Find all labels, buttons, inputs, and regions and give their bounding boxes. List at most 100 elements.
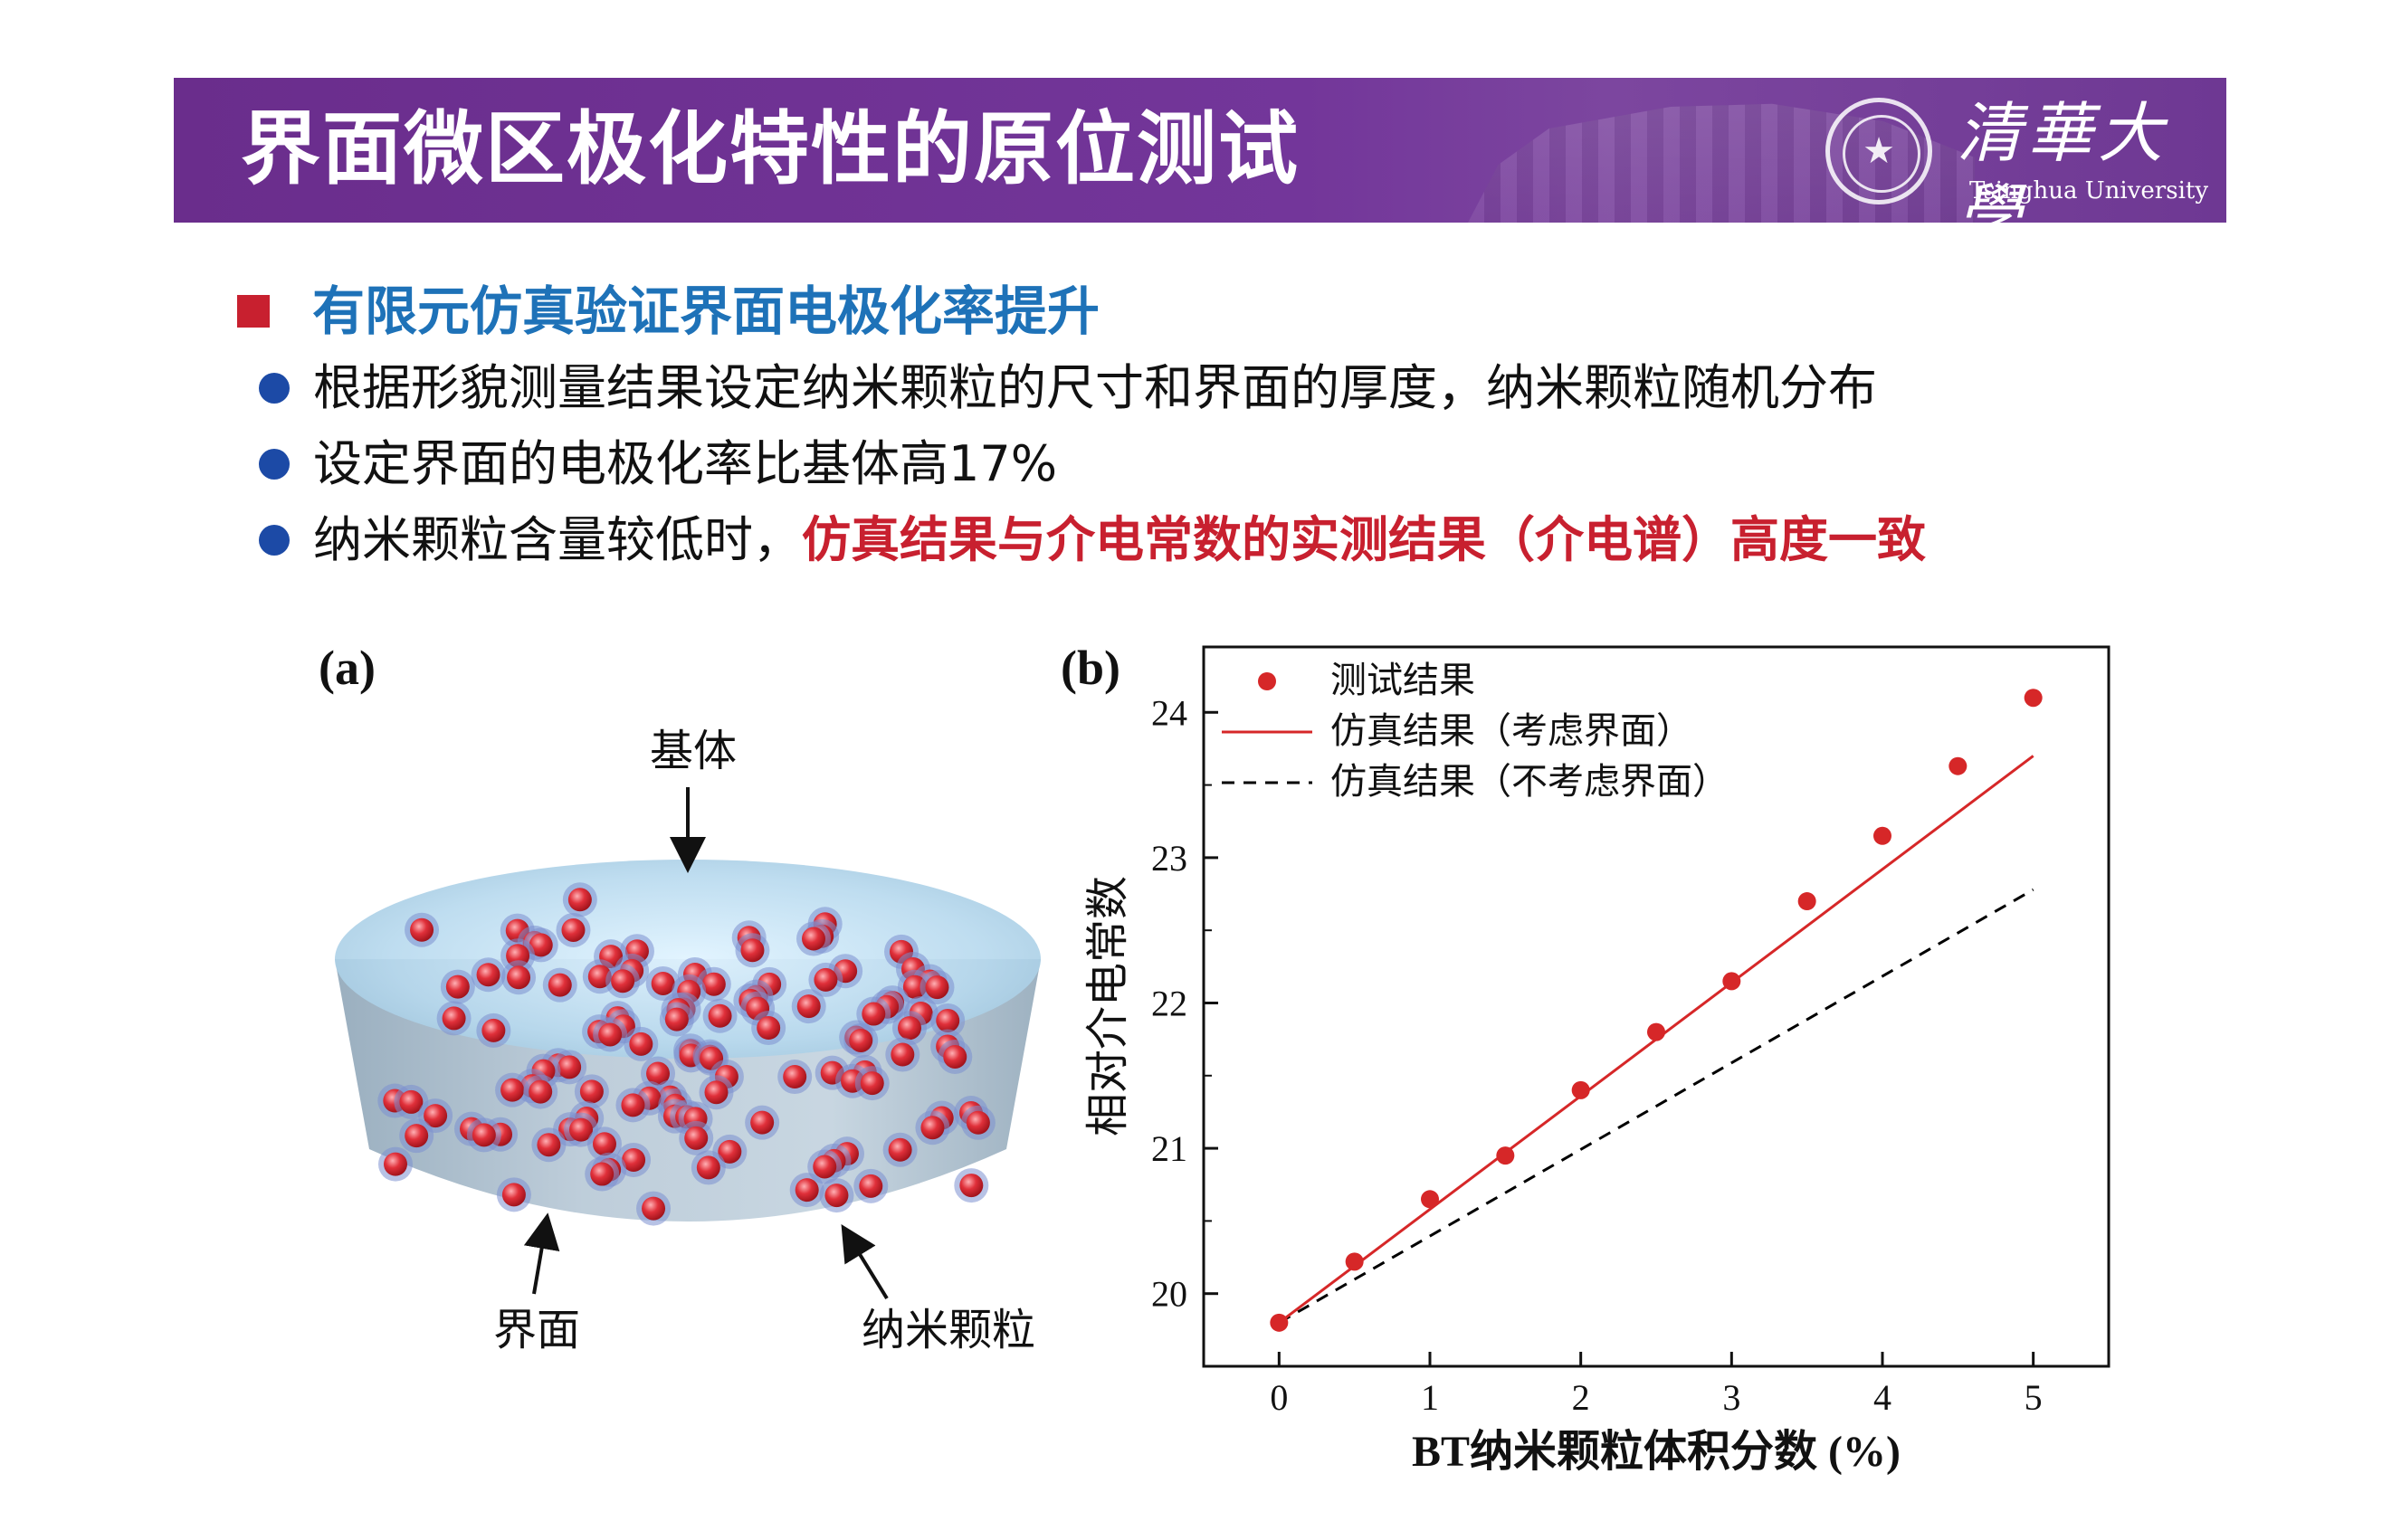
nanoparticle bbox=[859, 1174, 883, 1198]
x-tick-label: 5 bbox=[2025, 1377, 2043, 1418]
nanoparticle bbox=[757, 1016, 781, 1041]
y-tick-label: 21 bbox=[1151, 1128, 1187, 1169]
nanoparticle bbox=[708, 1003, 732, 1028]
nanoparticle bbox=[701, 972, 726, 996]
nanoparticle bbox=[696, 1155, 720, 1180]
nanoparticle bbox=[537, 1133, 561, 1157]
legend-label: 仿真结果（考虑界面） bbox=[1330, 710, 1692, 752]
bullet-dot-icon bbox=[259, 449, 290, 480]
nanoparticle bbox=[500, 1078, 525, 1102]
nanoparticle bbox=[529, 1079, 553, 1104]
nanoparticles-group bbox=[377, 882, 996, 1226]
nanoparticle bbox=[740, 938, 765, 963]
nanoparticle bbox=[943, 1044, 967, 1069]
legend-label: 仿真结果（不考虑界面） bbox=[1330, 761, 1729, 803]
nanoparticle bbox=[860, 1071, 884, 1096]
measured-point bbox=[1496, 1146, 1515, 1165]
legend-marker-measured bbox=[1258, 672, 1276, 690]
nanoparticle bbox=[750, 1110, 775, 1135]
nanoparticle bbox=[925, 975, 949, 1000]
nanoparticle bbox=[410, 917, 434, 942]
x-tick-label: 3 bbox=[1722, 1377, 1740, 1418]
y-tick-label: 23 bbox=[1151, 838, 1187, 879]
nanoparticle bbox=[405, 1124, 429, 1148]
bullet-item-2: 设定界面的电极化率比基体高17% bbox=[313, 435, 1058, 492]
nanoparticle bbox=[501, 1183, 526, 1207]
nanoparticle bbox=[548, 973, 572, 997]
bullet-dot-icon bbox=[259, 373, 290, 404]
nanoparticle bbox=[557, 1055, 582, 1079]
nanoparticle bbox=[567, 888, 592, 912]
nanoparticle bbox=[442, 1006, 466, 1031]
measured-point bbox=[1270, 1313, 1289, 1332]
nanoparticle bbox=[891, 1042, 915, 1067]
nanoparticle-label: 纳米颗粒 bbox=[862, 1305, 1036, 1355]
nanoparticle bbox=[814, 967, 838, 992]
nanoparticle bbox=[629, 1031, 653, 1056]
nanoparticle bbox=[813, 1155, 837, 1179]
nanoparticle bbox=[824, 1184, 849, 1208]
measured-point bbox=[1571, 1080, 1590, 1099]
nanoparticle bbox=[664, 1007, 689, 1031]
nanoparticle bbox=[651, 971, 675, 995]
nanoparticle bbox=[795, 1178, 819, 1203]
nanoparticle bbox=[598, 1022, 623, 1047]
nanoparticle bbox=[704, 1080, 729, 1105]
measured-point bbox=[1722, 972, 1741, 991]
university-name-cn: 清華大學 bbox=[1957, 95, 2169, 223]
section-heading: 有限元仿真验证界面电极化率提升 bbox=[312, 280, 1100, 342]
nanoparticle bbox=[718, 1139, 742, 1164]
x-axis-title: BT纳米颗粒体积分数 (%) bbox=[1412, 1428, 1901, 1476]
measured-point bbox=[1948, 756, 1968, 775]
measured-point bbox=[1345, 1252, 1364, 1271]
nanoparticle bbox=[920, 1116, 945, 1140]
bullet-item-1: 根据形貌测量结果设定纳米颗粒的尺寸和界面的厚度，纳米颗粒随机分布 bbox=[313, 359, 1877, 416]
square-bullet-icon bbox=[237, 295, 270, 328]
interface-label: 界面 bbox=[493, 1305, 581, 1355]
y-tick-label: 22 bbox=[1151, 983, 1187, 1023]
nanoparticle bbox=[529, 933, 553, 957]
nanoparticle bbox=[783, 1065, 807, 1089]
series-line-no-interface bbox=[1278, 888, 2034, 1325]
matrix-label: 基体 bbox=[650, 726, 738, 776]
axis-ticks bbox=[1204, 710, 2035, 1367]
x-axis-title-text: BT纳米颗粒体积分数 (%) bbox=[1412, 1428, 1901, 1476]
nanoparticle-arrow-icon bbox=[841, 1223, 889, 1300]
nanoparticle bbox=[959, 1174, 984, 1198]
x-tick-label: 4 bbox=[1873, 1377, 1891, 1418]
bullet-item-3: 纳米颗粒含量较低时，仿真结果与介电常数的实测结果（介电谱）高度一致 bbox=[313, 509, 1926, 572]
bullet-item-3-emphasis: 仿真结果与介电常数的实测结果（介电谱）高度一致 bbox=[802, 511, 1926, 568]
nanoparticle bbox=[424, 1104, 448, 1128]
nanoparticle bbox=[561, 917, 586, 942]
x-tick-label: 0 bbox=[1270, 1377, 1288, 1418]
nanoparticle bbox=[472, 1123, 496, 1147]
y-axis-title: 相对介电常数 bbox=[1082, 876, 1133, 1136]
nanoparticle bbox=[862, 1002, 886, 1026]
nanoparticle bbox=[476, 963, 500, 987]
nanoparticle bbox=[902, 974, 927, 999]
legend-label: 测试结果 bbox=[1330, 660, 1475, 701]
series-points bbox=[1270, 689, 2043, 1332]
nanoparticle bbox=[849, 1028, 873, 1052]
nanoparticle bbox=[684, 1126, 709, 1150]
measured-point bbox=[1421, 1190, 1439, 1209]
nanoparticle bbox=[796, 994, 821, 1019]
measured-point bbox=[1873, 826, 1891, 845]
plot-frame bbox=[1202, 645, 2110, 1368]
nanoparticle bbox=[801, 927, 825, 951]
panel-label-a: (a) bbox=[319, 641, 376, 695]
page-title: 界面微区极化特性的原位测试 bbox=[241, 102, 1301, 195]
nanoparticle bbox=[898, 1016, 922, 1041]
nanoparticle bbox=[642, 1196, 666, 1221]
nanoparticle bbox=[383, 1152, 407, 1176]
x-tick-label: 2 bbox=[1572, 1377, 1590, 1418]
measured-point bbox=[2024, 689, 2043, 708]
nanoparticle bbox=[592, 1132, 616, 1156]
x-tick-label: 1 bbox=[1421, 1377, 1439, 1418]
nanoparticle bbox=[481, 1018, 506, 1042]
nanoparticle bbox=[399, 1089, 424, 1114]
nanoparticle bbox=[579, 1079, 604, 1104]
